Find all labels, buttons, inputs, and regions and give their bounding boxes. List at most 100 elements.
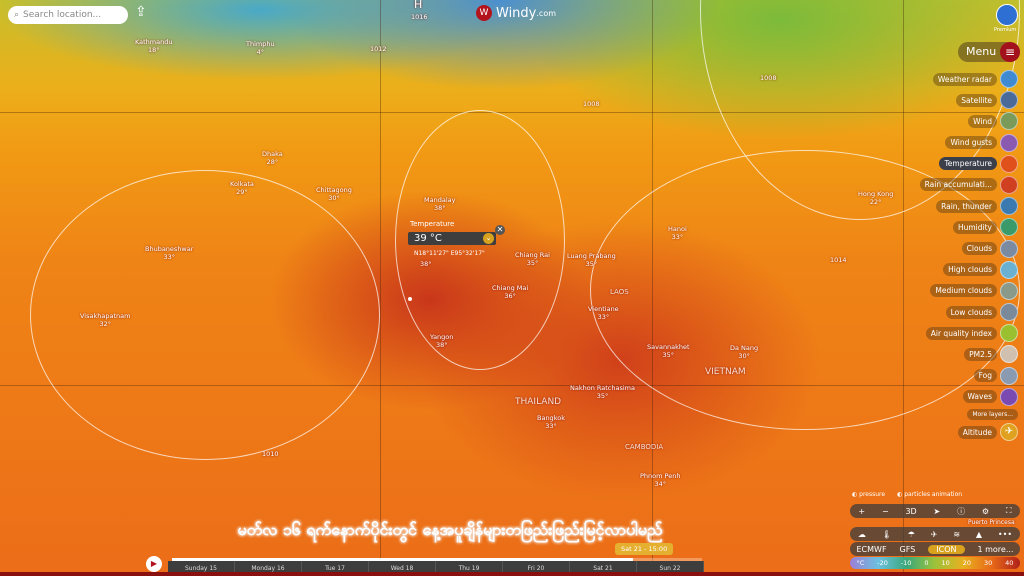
- city-label[interactable]: Mandalay 38°: [424, 196, 455, 212]
- city-label[interactable]: Vientiane 33°: [588, 305, 619, 321]
- locate-icon[interactable]: ➤: [933, 506, 941, 516]
- more-icon[interactable]: •••: [997, 529, 1013, 539]
- city-label[interactable]: Bangkok 33°: [537, 414, 565, 430]
- more-layers-button[interactable]: More layers...: [967, 409, 1018, 420]
- layer-item[interactable]: Fog: [973, 366, 1018, 385]
- popup-nearby-temp: 38°: [420, 260, 432, 268]
- model-option[interactable]: ECMWF: [856, 544, 887, 554]
- play-button[interactable]: ▶: [146, 556, 162, 572]
- city-name: Savannakhet: [647, 343, 690, 351]
- layer-thumbnail-icon: [1000, 387, 1018, 406]
- city-label[interactable]: Thimphu 4°: [246, 40, 275, 56]
- close-icon[interactable]: ✕: [495, 225, 505, 235]
- pressure-toggle[interactable]: ◐ pressure: [852, 491, 886, 498]
- timeline-day[interactable]: Sun 22: [637, 561, 704, 576]
- city-temp: 33°: [671, 233, 684, 241]
- city-label[interactable]: Nakhon Ratchasima 35°: [570, 384, 635, 400]
- zoom-out-button[interactable]: −: [881, 506, 889, 516]
- premium-badge: Premium: [994, 27, 1017, 33]
- layer-item[interactable]: Rain accumulati...: [919, 175, 1018, 194]
- city-label[interactable]: Visakhapatnam 32°: [80, 312, 130, 328]
- temperature-popup[interactable]: 39 °C ⌄: [408, 232, 496, 245]
- layer-item[interactable]: Humidity: [952, 218, 1018, 237]
- city-label[interactable]: Savannakhet 35°: [647, 343, 690, 359]
- layer-item[interactable]: Rain, thunder: [936, 197, 1018, 216]
- grid-line: [0, 112, 1024, 113]
- layer-item[interactable]: Medium clouds: [930, 281, 1018, 300]
- model-option[interactable]: GFS: [899, 544, 916, 554]
- layer-item[interactable]: Wind: [968, 112, 1018, 131]
- model-option[interactable]: 1 more...: [977, 544, 1014, 554]
- layer-item[interactable]: Weather radar: [932, 70, 1018, 88]
- layer-label: Weather radar: [932, 72, 997, 86]
- scale-tick: 20: [962, 559, 971, 567]
- timeline-day[interactable]: Tue 17: [302, 561, 369, 576]
- layer-item[interactable]: Waves: [962, 387, 1018, 406]
- share-icon[interactable]: ⇪: [135, 4, 147, 20]
- 3d-button[interactable]: 3D: [905, 506, 917, 516]
- layer-item[interactable]: Wind gusts: [945, 133, 1018, 152]
- timeline-day[interactable]: Sat 21: [570, 561, 637, 576]
- isobar: [590, 150, 1020, 430]
- pressure-label: 1008: [760, 74, 777, 82]
- timeline-day[interactable]: Sunday 15: [168, 561, 235, 576]
- city-label[interactable]: Chiang Rai 35°: [515, 251, 550, 267]
- city-label[interactable]: Kolkata 29°: [230, 180, 254, 196]
- layer-item[interactable]: Clouds: [961, 239, 1018, 258]
- layer-thumbnail-icon: [1000, 91, 1018, 110]
- city-label[interactable]: Bhubaneshwar 33°: [145, 245, 193, 261]
- timeline-progress[interactable]: [172, 558, 702, 561]
- layer-label: Rain, thunder: [936, 199, 997, 213]
- layer-item[interactable]: High clouds: [943, 260, 1018, 279]
- city-label[interactable]: Hong Kong 22°: [858, 190, 893, 206]
- layer-label: Clouds: [961, 242, 997, 255]
- layer-item[interactable]: Air quality index: [925, 324, 1018, 343]
- layer-label: Low clouds: [945, 305, 997, 319]
- thermometer-icon[interactable]: 🌡: [881, 529, 892, 539]
- menu-button[interactable]: Menu ≡: [958, 42, 1020, 62]
- city-label[interactable]: Kathmandu 18°: [135, 38, 172, 54]
- weather-icon[interactable]: ☁: [857, 529, 866, 539]
- fullscreen-icon[interactable]: ⛶: [1005, 506, 1012, 515]
- info-icon[interactable]: ⓘ: [957, 506, 966, 516]
- altitude-button[interactable]: Altitude ✈: [957, 423, 1018, 442]
- model-option[interactable]: ICON: [928, 544, 965, 554]
- city-temp: 33°: [597, 313, 610, 321]
- city-name: Kathmandu: [135, 38, 173, 46]
- settings-icon[interactable]: ⚙: [981, 506, 990, 516]
- wind-icon[interactable]: ≋: [953, 529, 961, 539]
- layer-item[interactable]: PM2.5: [964, 345, 1018, 364]
- timeline-day[interactable]: Thu 19: [436, 561, 503, 576]
- layer-item[interactable]: Satellite: [956, 91, 1018, 110]
- city-label[interactable]: Chittagong 30°: [316, 186, 352, 202]
- search-input[interactable]: ⌕ Search location...: [8, 6, 128, 24]
- umbrella-icon[interactable]: ☂: [907, 529, 915, 539]
- city-label[interactable]: Dhaka 28°: [262, 150, 283, 166]
- particles-toggle[interactable]: ◐ particles animation: [897, 491, 963, 498]
- city-label[interactable]: Chiang Mai 36°: [492, 284, 528, 300]
- timeline-day[interactable]: Fri 20: [503, 561, 570, 576]
- city-label[interactable]: Phnom Penh 34°: [640, 472, 680, 488]
- layer-thumbnail-icon: [1000, 154, 1018, 173]
- city-label[interactable]: Da Nang 30°: [730, 344, 758, 360]
- layer-label: Fog: [973, 369, 997, 383]
- zoom-in-button[interactable]: +: [858, 506, 866, 516]
- chevron-down-icon[interactable]: ⌄: [483, 233, 494, 244]
- city-label[interactable]: Yangon 38°: [430, 333, 453, 349]
- layer-item[interactable]: Temperature: [939, 154, 1018, 173]
- mountain-icon[interactable]: ▲: [975, 529, 983, 539]
- avatar[interactable]: [996, 4, 1018, 26]
- model-selector: ECMWF GFS ICON 1 more...: [850, 542, 1020, 556]
- windy-logo[interactable]: W Windy .com: [476, 5, 556, 21]
- timeline-day[interactable]: Monday 16: [235, 561, 302, 576]
- city-temp: 28°: [266, 158, 279, 166]
- city-label[interactable]: Hanoi 33°: [668, 225, 687, 241]
- layer-item[interactable]: Low clouds: [945, 303, 1018, 322]
- city-label[interactable]: Luang Prabang 35°: [567, 252, 616, 268]
- particles-toggle-label: particles animation: [904, 491, 963, 498]
- pressure-label: 1012: [370, 45, 387, 53]
- timeline-day[interactable]: Wed 18: [369, 561, 436, 576]
- airplane-icon[interactable]: ✈: [930, 529, 938, 539]
- city-name: Vientiane: [588, 305, 619, 313]
